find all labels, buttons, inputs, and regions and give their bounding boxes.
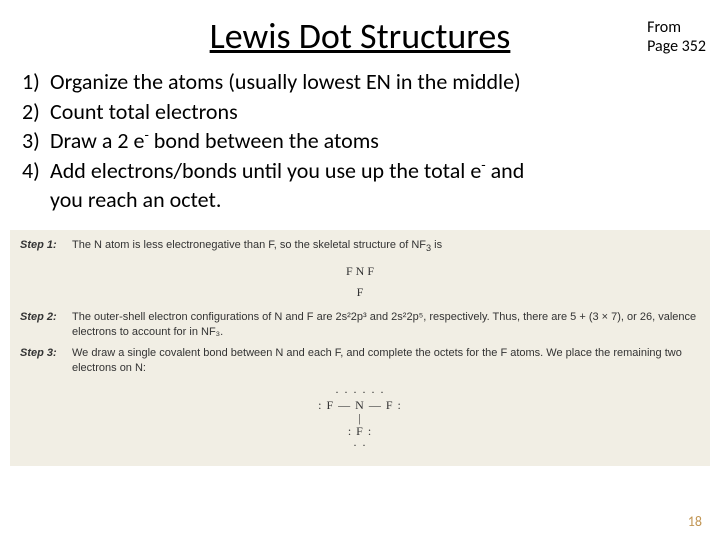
- page-reference: From Page 352: [647, 18, 706, 56]
- textbook-step-2: Step 2: The outer-shell electron configu…: [20, 310, 700, 340]
- step-text: Draw a 2 e- bond between the atoms: [50, 127, 379, 155]
- tb-step-body: The N atom is less electronegative than …: [72, 238, 700, 255]
- page-ref-line1: From: [647, 18, 706, 37]
- step-number: 1): [22, 68, 50, 96]
- step-number: 2): [22, 98, 50, 126]
- lewis-structure: · · · · · · : F — N — F : | : F : · ·: [20, 386, 700, 452]
- step-4-cont: you reach an octet.: [22, 186, 698, 214]
- tb-step-body: The outer-shell electron configurations …: [72, 310, 700, 340]
- textbook-step-1: Step 1: The N atom is less electronegati…: [20, 238, 700, 255]
- step-text: Organize the atoms (usually lowest EN in…: [50, 68, 521, 96]
- formula-row: F: [20, 283, 700, 302]
- skeletal-structure: F N F F: [20, 262, 700, 302]
- formula-row: F N F: [20, 262, 700, 281]
- step-3: 3) Draw a 2 e- bond between the atoms: [22, 127, 698, 155]
- step-2: 2) Count total electrons: [22, 98, 698, 126]
- page-title: Lewis Dot Structures: [0, 0, 720, 68]
- tb-step-label: Step 1:: [20, 238, 72, 255]
- tb-step-label: Step 2:: [20, 310, 72, 340]
- tb-step-body: We draw a single covalent bond between N…: [72, 346, 700, 376]
- step-number: 4): [22, 157, 50, 185]
- page-ref-line2: Page 352: [647, 37, 706, 56]
- textbook-excerpt: Step 1: The N atom is less electronegati…: [10, 230, 710, 466]
- step-1: 1) Organize the atoms (usually lowest EN…: [22, 68, 698, 96]
- step-text: Count total electrons: [50, 98, 238, 126]
- step-number: 3): [22, 127, 50, 155]
- lewis-bottom-row: : F :: [20, 425, 700, 438]
- lewis-dots-row: · ·: [20, 439, 700, 452]
- tb-step-label: Step 3:: [20, 346, 72, 376]
- textbook-step-3: Step 3: We draw a single covalent bond b…: [20, 346, 700, 376]
- step-4: 4) Add electrons/bonds until you use up …: [22, 157, 698, 185]
- step-text: Add electrons/bonds until you use up the…: [50, 157, 524, 185]
- slide-number: 18: [688, 513, 702, 530]
- steps-list: 1) Organize the atoms (usually lowest EN…: [0, 68, 720, 214]
